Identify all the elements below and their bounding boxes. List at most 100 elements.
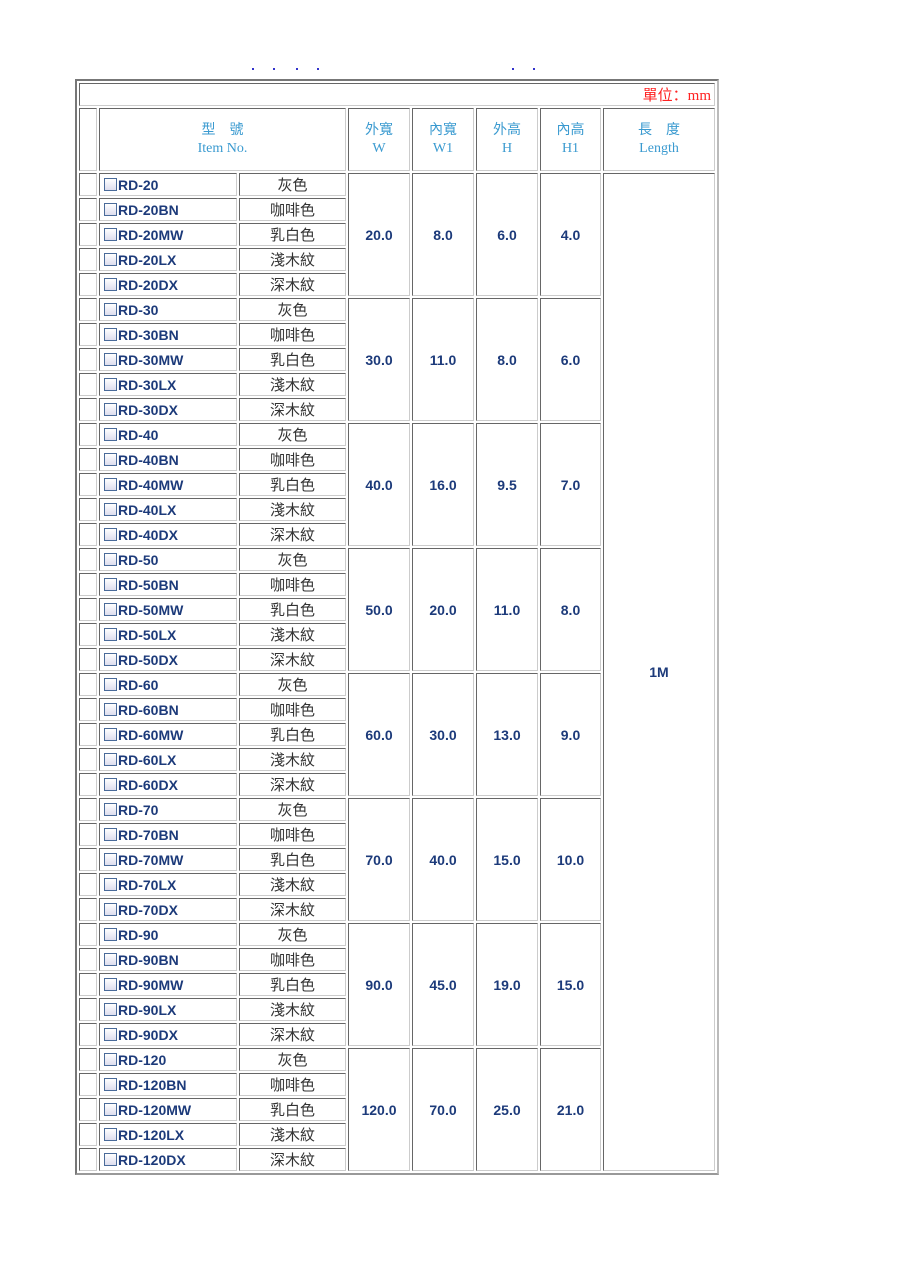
item-cell: RD-90LX [99,998,237,1021]
checkbox-icon[interactable] [104,327,117,341]
checkbox-icon[interactable] [104,452,117,466]
table-row: RD-120BN 咖啡色 [79,1073,715,1096]
checkbox-icon[interactable] [104,977,117,991]
checkbox-icon[interactable] [104,1127,117,1141]
table-row: RD-30BN 咖啡色 [79,323,715,346]
value-h1: 9.0 [540,673,601,796]
checkbox-icon[interactable] [104,352,117,366]
item-cell: RD-20LX [99,248,237,271]
value-w1: 40.0 [412,798,474,921]
checkbox-icon[interactable] [104,252,117,266]
checkbox-icon[interactable] [104,1052,117,1066]
item-no: RD-120MW [118,1101,192,1118]
row-blank [79,798,97,821]
value-w1: 70.0 [412,1048,474,1171]
value-h1: 6.0 [540,298,601,421]
checkbox-icon[interactable] [104,652,117,666]
checkbox-icon[interactable] [104,577,117,591]
item-cell: RD-30MW [99,348,237,371]
row-blank [79,373,97,396]
item-no: RD-40LX [118,501,177,518]
color-cell: 灰色 [239,173,346,196]
row-blank [79,748,97,771]
color-cell: 深木紋 [239,398,346,421]
value-w1: 45.0 [412,923,474,1046]
color-cell: 咖啡色 [239,573,346,596]
header-w: 外寬 W [348,108,410,171]
checkbox-icon[interactable] [104,1102,117,1116]
item-no: RD-70BN [118,826,179,843]
checkbox-icon[interactable] [104,727,117,741]
table-row: RD-60DX 深木紋 [79,773,715,796]
item-no: RD-40BN [118,451,179,468]
checkbox-icon[interactable] [104,777,117,791]
checkbox-icon[interactable] [104,402,117,416]
checkbox-icon[interactable] [104,927,117,941]
checkbox-icon[interactable] [104,177,117,191]
checkbox-icon[interactable] [104,827,117,841]
item-cell: RD-60LX [99,748,237,771]
item-cell: RD-120DX [99,1148,237,1171]
table-row: RD-120LX 淺木紋 [79,1123,715,1146]
checkbox-icon[interactable] [104,1152,117,1166]
checkbox-icon[interactable] [104,1027,117,1041]
checkbox-icon[interactable] [104,1002,117,1016]
value-w: 20.0 [348,173,410,296]
checkbox-icon[interactable] [104,502,117,516]
checkbox-icon[interactable] [104,552,117,566]
color-cell: 深木紋 [239,898,346,921]
checkbox-icon[interactable] [104,302,117,316]
checkbox-icon[interactable] [104,952,117,966]
row-blank [79,398,97,421]
checkbox-icon[interactable] [104,702,117,716]
row-blank [79,323,97,346]
color-cell: 淺木紋 [239,873,346,896]
item-no: RD-20DX [118,276,178,293]
item-no: RD-20BN [118,201,179,218]
value-h1: 4.0 [540,173,601,296]
color-cell: 咖啡色 [239,323,346,346]
item-no: RD-90LX [118,1001,177,1018]
item-no: RD-120 [118,1051,167,1068]
checkbox-icon[interactable] [104,227,117,241]
checkbox-icon[interactable] [104,877,117,891]
checkbox-icon[interactable] [104,752,117,766]
checkbox-icon[interactable] [104,677,117,691]
color-cell: 乳白色 [239,598,346,621]
checkbox-icon[interactable] [104,602,117,616]
row-blank [79,248,97,271]
checkbox-icon[interactable] [104,627,117,641]
color-cell: 淺木紋 [239,748,346,771]
checkbox-icon[interactable] [104,202,117,216]
row-blank [79,773,97,796]
checkbox-icon[interactable] [104,852,117,866]
item-cell: RD-120MW [99,1098,237,1121]
row-blank [79,548,97,571]
checkbox-icon[interactable] [104,427,117,441]
row-blank [79,298,97,321]
item-cell: RD-40DX [99,523,237,546]
checkbox-icon[interactable] [104,277,117,291]
item-cell: RD-60 [99,673,237,696]
value-w1: 8.0 [412,173,474,296]
table-row: RD-40 灰色 40.0 16.0 9.5 7.0 [79,423,715,546]
value-h: 25.0 [476,1048,538,1171]
item-no: RD-40 [118,426,159,443]
table-row: RD-70 灰色 70.0 40.0 15.0 10.0 [79,798,715,921]
value-w: 30.0 [348,298,410,421]
checkbox-icon[interactable] [104,477,117,491]
row-blank [79,673,97,696]
checkbox-icon[interactable] [104,902,117,916]
value-w1: 30.0 [412,673,474,796]
color-cell: 灰色 [239,923,346,946]
checkbox-icon[interactable] [104,377,117,391]
color-cell: 咖啡色 [239,823,346,846]
header-length: 長 度 Length [603,108,715,171]
checkbox-icon[interactable] [104,527,117,541]
row-blank [79,423,97,446]
table-row: RD-20LX 淺木紋 [79,248,715,271]
table-row: RD-20DX 深木紋 [79,273,715,296]
checkbox-icon[interactable] [104,802,117,816]
table-row: RD-90 灰色 90.0 45.0 19.0 15.0 [79,923,715,1046]
checkbox-icon[interactable] [104,1077,117,1091]
